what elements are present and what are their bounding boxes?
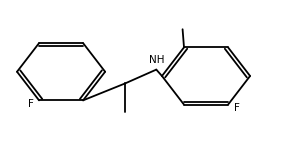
Text: F: F (28, 98, 34, 109)
Text: F: F (234, 103, 240, 113)
Text: NH: NH (149, 55, 164, 65)
